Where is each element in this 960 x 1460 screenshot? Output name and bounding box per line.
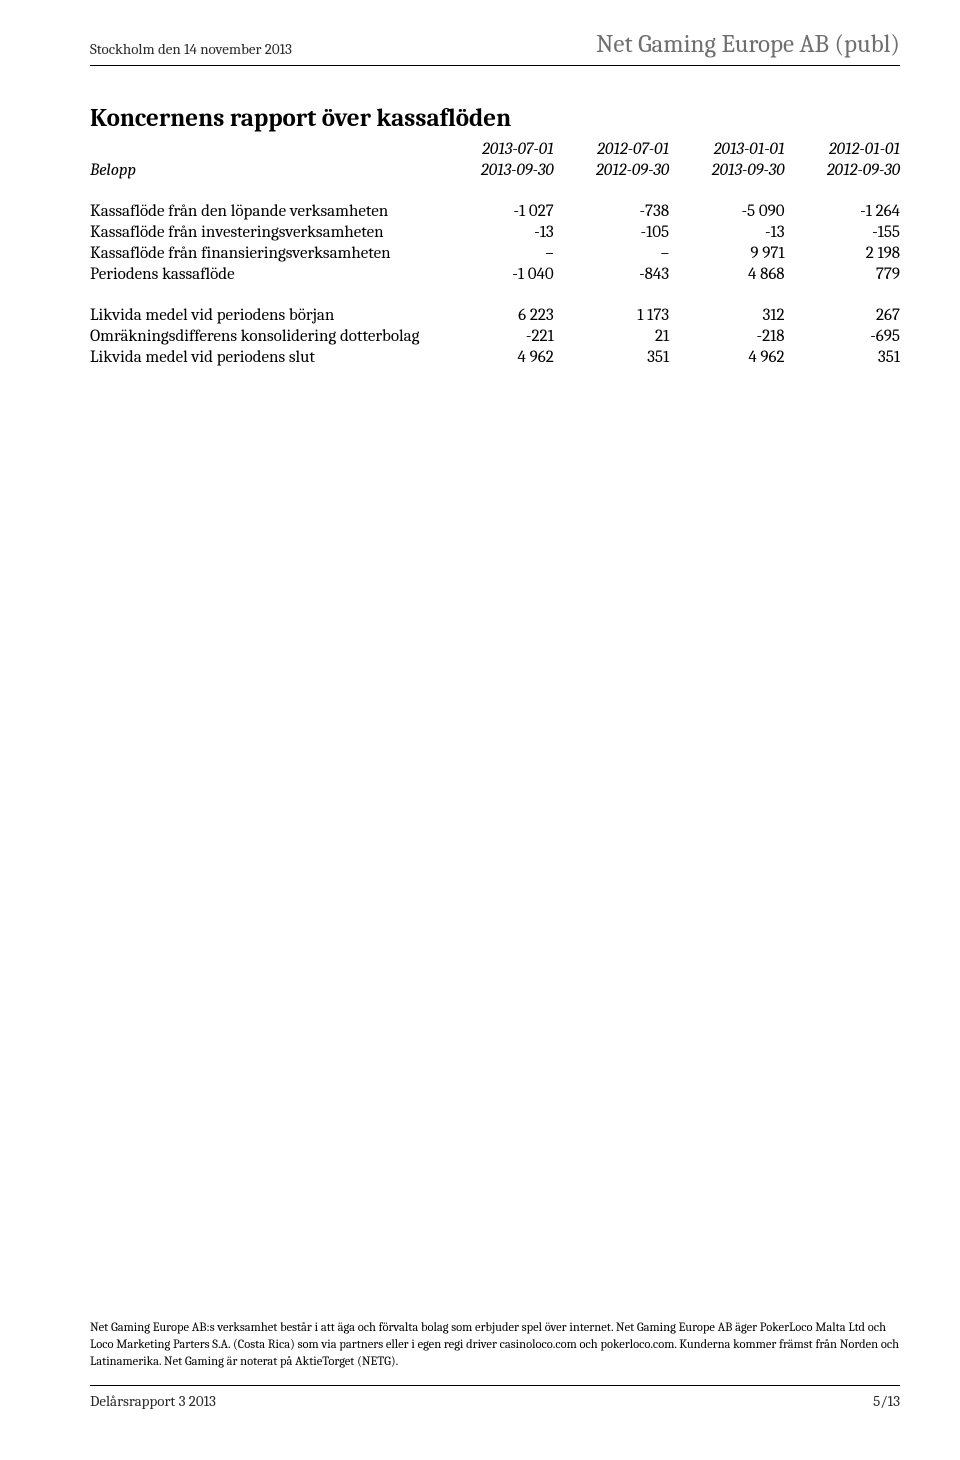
col-header: 2012-09-30 <box>785 160 900 181</box>
cashflow-table: 2013-07-01 2012-07-01 2013-01-01 2012-01… <box>90 139 900 368</box>
col-header: 2013-01-01 <box>669 139 784 160</box>
table-header-row: Belopp 2013-09-30 2012-09-30 2013-09-30 … <box>90 160 900 181</box>
row-label: Kassaflöde från investeringsverksamheten <box>90 222 438 243</box>
cell: – <box>554 243 669 264</box>
cell: -1 027 <box>438 201 553 222</box>
cell: 267 <box>785 305 900 326</box>
cell: -695 <box>785 326 900 347</box>
col-header: 2013-09-30 <box>669 160 784 181</box>
header-company: Net Gaming Europe AB (publ) <box>596 30 900 59</box>
page: Stockholm den 14 november 2013 Net Gamin… <box>0 0 960 1460</box>
cell: 4 962 <box>438 347 553 368</box>
header-date: Stockholm den 14 november 2013 <box>90 30 292 58</box>
col-header: 2012-07-01 <box>554 139 669 160</box>
cell: 9 971 <box>669 243 784 264</box>
table-header-row: 2013-07-01 2012-07-01 2013-01-01 2012-01… <box>90 139 900 160</box>
report-title: Koncernens rapport över kassaflöden <box>90 104 900 133</box>
cell: 351 <box>785 347 900 368</box>
header-rule <box>90 65 900 66</box>
cell: 21 <box>554 326 669 347</box>
cell: – <box>438 243 553 264</box>
footer-rule <box>90 1385 900 1386</box>
table-row-total: Periodens kassaflöde -1 040 -843 4 868 7… <box>90 264 900 285</box>
footer-left: Delårsrapport 3 2013 <box>90 1392 216 1410</box>
row-label: Kassaflöde från den löpande verksamheten <box>90 201 438 222</box>
cell: -5 090 <box>669 201 784 222</box>
col-header: 2012-09-30 <box>554 160 669 181</box>
row-label: Likvida medel vid periodens slut <box>90 347 438 368</box>
cell: -13 <box>669 222 784 243</box>
table-row: Likvida medel vid periodens början 6 223… <box>90 305 900 326</box>
cell: 1 173 <box>554 305 669 326</box>
cell: 4 962 <box>669 347 784 368</box>
table-row: Omräkningsdifferens konsolidering dotter… <box>90 326 900 347</box>
belopp-label: Belopp <box>90 160 438 181</box>
cell: -843 <box>554 264 669 285</box>
table-row: Kassaflöde från finansieringsverksamhete… <box>90 243 900 264</box>
col-header: 2012-01-01 <box>785 139 900 160</box>
cell: -738 <box>554 201 669 222</box>
cell: -221 <box>438 326 553 347</box>
table-row: Kassaflöde från den löpande verksamheten… <box>90 201 900 222</box>
cell: -218 <box>669 326 784 347</box>
footer-note: Net Gaming Europe AB:s verksamhet består… <box>90 1320 900 1371</box>
row-label: Likvida medel vid periodens början <box>90 305 438 326</box>
cell: 2 198 <box>785 243 900 264</box>
cell: 351 <box>554 347 669 368</box>
page-footer: Net Gaming Europe AB:s verksamhet består… <box>90 1320 900 1410</box>
cell: 312 <box>669 305 784 326</box>
cell: -1 264 <box>785 201 900 222</box>
cell: 779 <box>785 264 900 285</box>
cell: -105 <box>554 222 669 243</box>
col-header: 2013-09-30 <box>438 160 553 181</box>
cell: 4 868 <box>669 264 784 285</box>
footer-page-number: 5/13 <box>873 1392 900 1410</box>
row-label: Periodens kassaflöde <box>90 264 438 285</box>
cell: 6 223 <box>438 305 553 326</box>
row-label: Omräkningsdifferens konsolidering dotter… <box>90 326 438 347</box>
row-label: Kassaflöde från finansieringsverksamhete… <box>90 243 438 264</box>
col-header: 2013-07-01 <box>438 139 553 160</box>
cell: -13 <box>438 222 553 243</box>
page-header: Stockholm den 14 november 2013 Net Gamin… <box>90 30 900 59</box>
cell: -155 <box>785 222 900 243</box>
table-row: Kassaflöde från investeringsverksamheten… <box>90 222 900 243</box>
cell: -1 040 <box>438 264 553 285</box>
table-row: Likvida medel vid periodens slut 4 962 3… <box>90 347 900 368</box>
